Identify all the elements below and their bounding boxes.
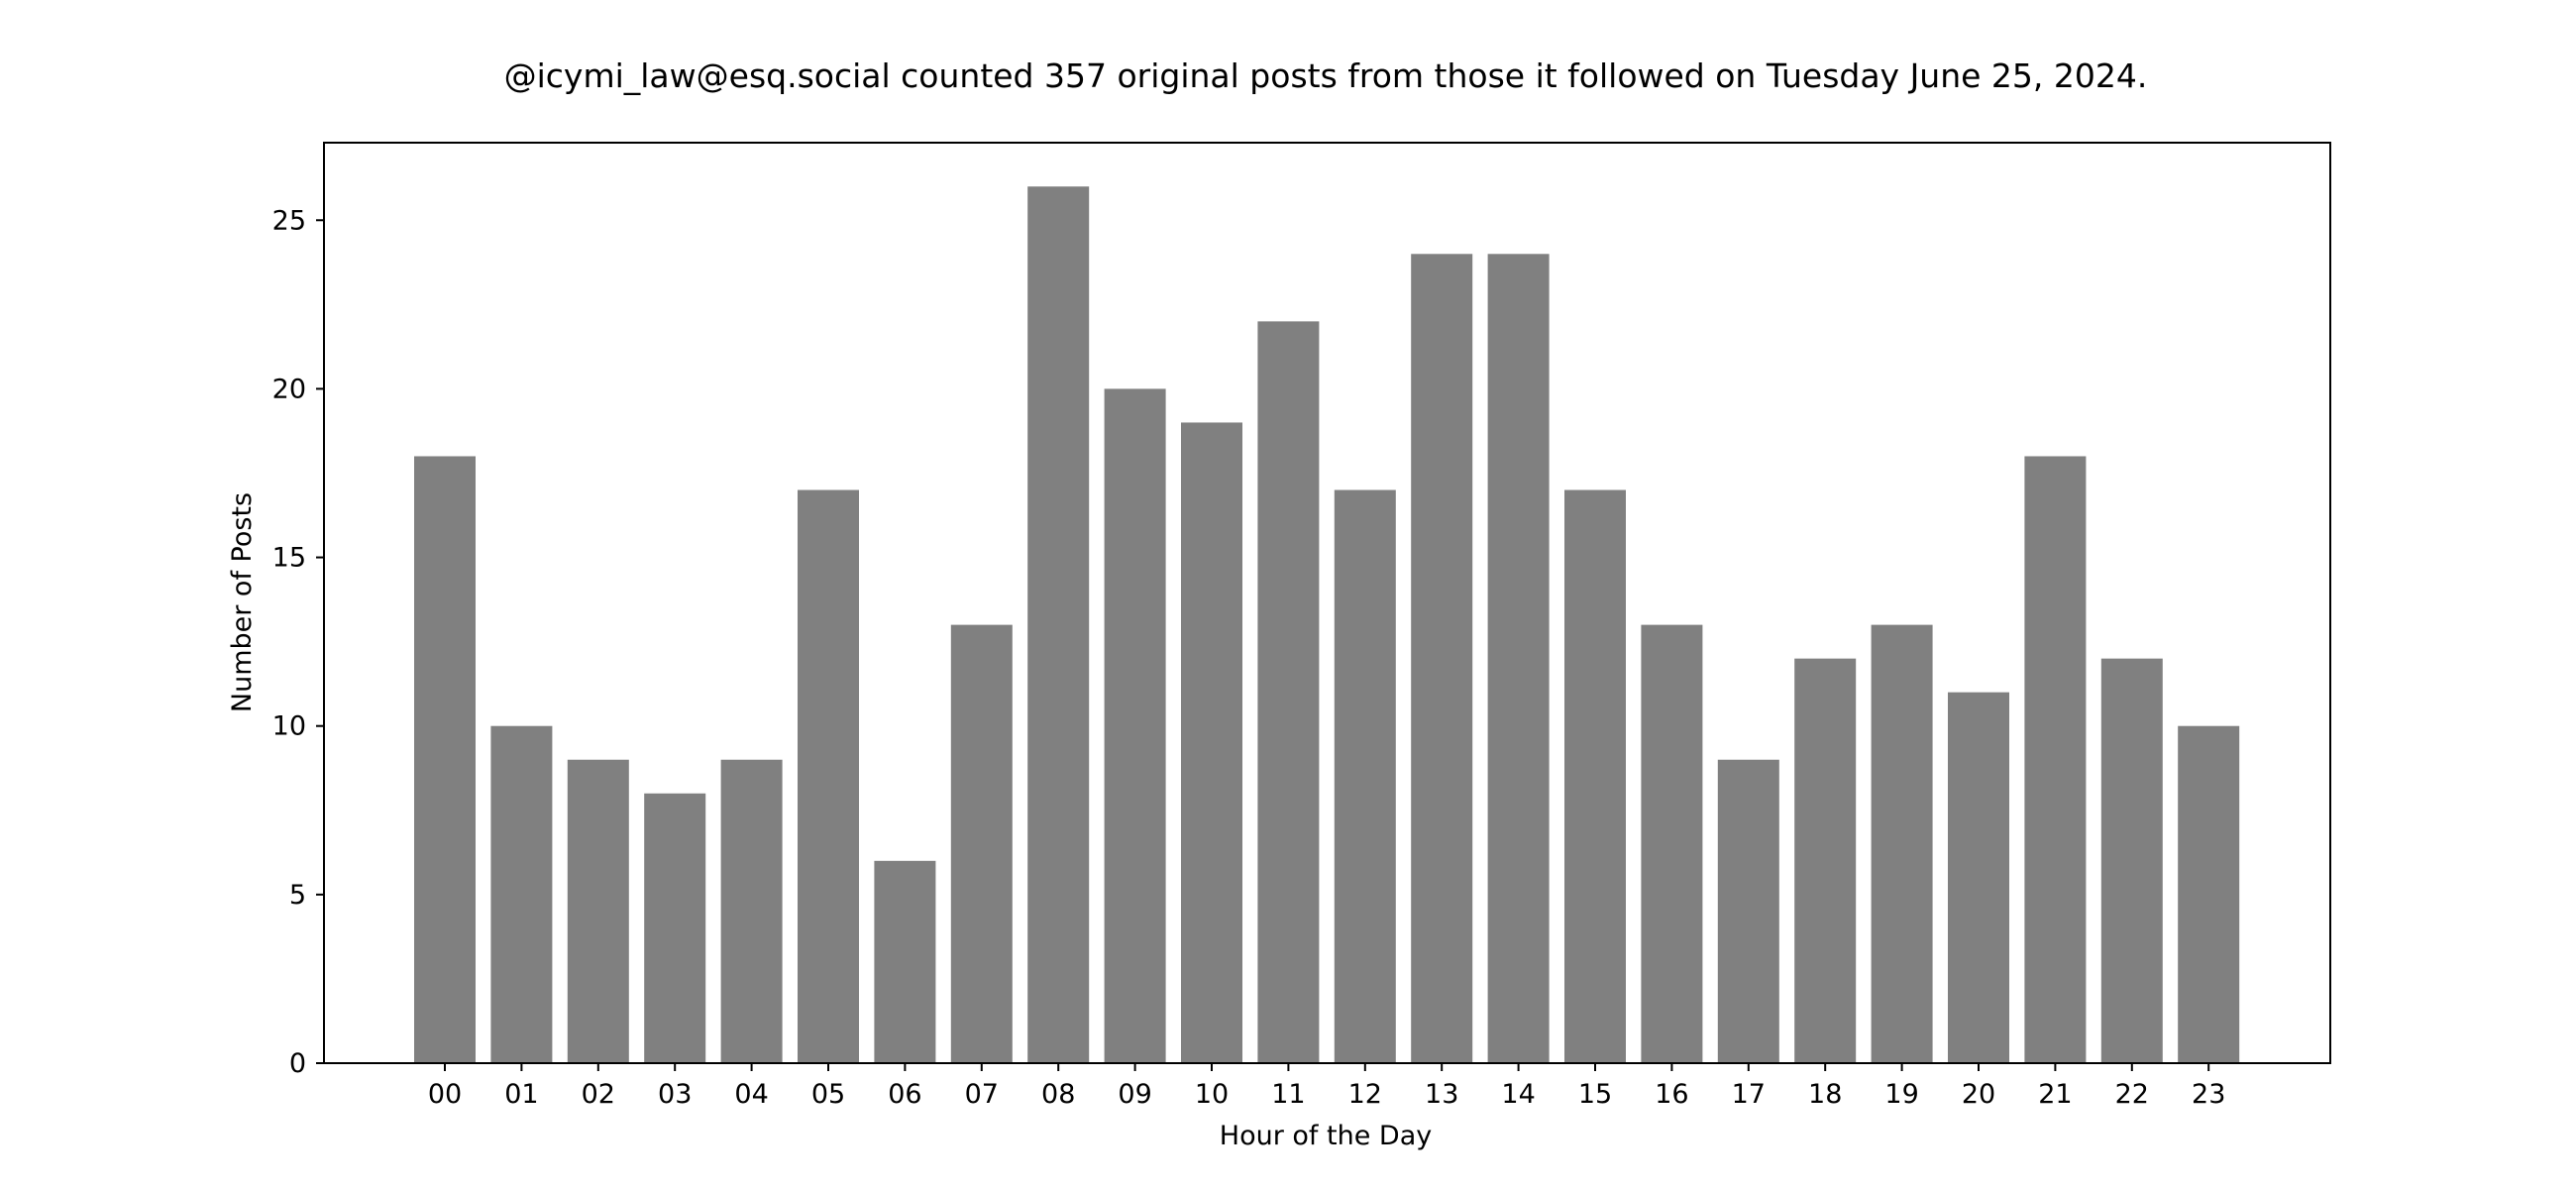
x-tick-label: 01: [504, 1079, 538, 1110]
x-axis-ticks: 00 01 02 03 04 05 06 07 08 09 10 11 12 13 14 15 16 17 18 19…: [428, 1063, 2225, 1110]
x-tick-label: 16: [1655, 1079, 1688, 1110]
bar-12: [1334, 489, 1396, 1063]
y-axis-label: Number of Posts: [227, 492, 258, 712]
bar-22: [2100, 658, 2163, 1063]
y-tick-label: 25: [272, 205, 306, 236]
bar-18: [1794, 658, 1857, 1063]
x-tick-label: 09: [1118, 1079, 1151, 1110]
y-tick-label: 10: [272, 711, 306, 742]
x-tick-label: 06: [888, 1079, 921, 1110]
x-tick-label: 20: [1962, 1079, 1995, 1110]
y-tick-label: 20: [272, 374, 306, 404]
bar-14: [1487, 254, 1550, 1063]
x-tick-label: 02: [582, 1079, 615, 1110]
bar-01: [490, 725, 553, 1063]
bars-group: [414, 186, 2240, 1063]
x-axis-label: Hour of the Day: [1220, 1121, 1432, 1151]
bar-08: [1027, 186, 1090, 1063]
x-tick-label: 11: [1271, 1079, 1305, 1110]
bar-21: [2024, 456, 2087, 1063]
x-tick-label: 17: [1732, 1079, 1766, 1110]
x-tick-label: 12: [1348, 1079, 1382, 1110]
bar-13: [1411, 254, 1473, 1063]
x-tick-label: 18: [1808, 1079, 1842, 1110]
y-tick-label: 0: [289, 1048, 306, 1079]
bar-04: [720, 759, 783, 1063]
bar-19: [1871, 624, 1933, 1063]
x-tick-label: 03: [658, 1079, 692, 1110]
bar-00: [414, 456, 476, 1063]
bar-15: [1564, 489, 1626, 1063]
bar-03: [644, 793, 706, 1063]
bar-20: [1948, 692, 2009, 1063]
bar-07: [950, 624, 1013, 1063]
bar-02: [567, 759, 629, 1063]
x-tick-label: 23: [2192, 1079, 2225, 1110]
x-tick-label: 00: [428, 1079, 462, 1110]
x-tick-label: 19: [1884, 1079, 1918, 1110]
y-tick-label: 15: [272, 543, 306, 574]
x-tick-label: 04: [734, 1079, 768, 1110]
bar-06: [874, 860, 936, 1063]
bar-17: [1717, 759, 1779, 1063]
x-tick-label: 13: [1425, 1079, 1458, 1110]
bar-05: [798, 489, 859, 1063]
bar-23: [2178, 725, 2240, 1063]
x-tick-label: 14: [1501, 1079, 1535, 1110]
bar-09: [1104, 388, 1166, 1063]
x-tick-label: 10: [1195, 1079, 1229, 1110]
chart-title: @icymi_law@esq.social counted 357 origin…: [504, 56, 2148, 95]
x-tick-label: 07: [965, 1079, 999, 1110]
x-tick-label: 15: [1578, 1079, 1612, 1110]
x-tick-label: 05: [811, 1079, 845, 1110]
bar-10: [1181, 422, 1242, 1063]
x-tick-label: 21: [2038, 1079, 2072, 1110]
y-tick-label: 5: [289, 880, 306, 911]
bar-16: [1641, 624, 1703, 1063]
bar-11: [1257, 321, 1320, 1063]
y-axis-ticks: 0 5 10 15 20 25: [272, 205, 324, 1079]
plot-frame: [323, 142, 2331, 1064]
x-tick-label: 22: [2115, 1079, 2149, 1110]
x-tick-label: 08: [1041, 1079, 1075, 1110]
